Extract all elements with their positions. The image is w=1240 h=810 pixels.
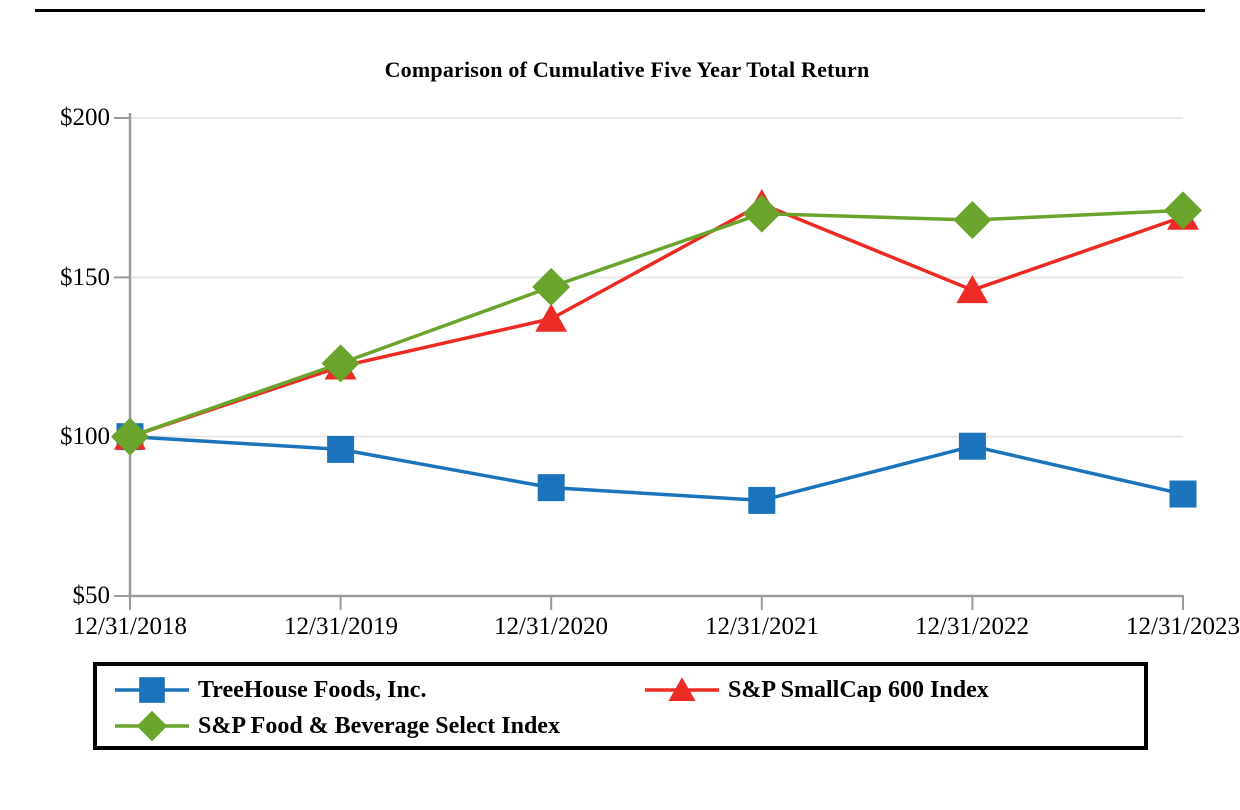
x-axis-tick-label: 12/31/2022 <box>915 613 1029 640</box>
y-axis-tick-label: $150 <box>60 264 110 291</box>
legend-box: TreeHouse Foods, Inc. S&P SmallCap 600 I… <box>93 662 1148 750</box>
legend-item-label: TreeHouse Foods, Inc. <box>198 676 427 703</box>
y-axis-tick-label: $200 <box>60 104 110 131</box>
legend-item-label: S&P Food & Beverage Select Index <box>198 712 560 739</box>
legend-item-label: S&P SmallCap 600 Index <box>728 676 989 703</box>
legend-marker-square-icon <box>115 677 189 703</box>
x-axis-tick-label: 12/31/2021 <box>705 613 819 640</box>
x-axis-tick-label: 12/31/2018 <box>73 613 187 640</box>
legend-marker-triangle-icon <box>645 677 719 702</box>
legend-item-sp-food-beverage: S&P Food & Beverage Select Index <box>111 708 641 744</box>
x-axis-tick-label: 12/31/2019 <box>284 613 398 640</box>
x-axis-tick-label: 12/31/2020 <box>494 613 608 640</box>
legend-item-treehouse-foods: TreeHouse Foods, Inc. <box>111 672 641 708</box>
x-axis-tick-label: 12/31/2023 <box>1126 613 1240 640</box>
legend-marker-diamond-icon <box>115 710 189 742</box>
chart-title: Comparison of Cumulative Five Year Total… <box>384 57 870 82</box>
legend-item-sp-smallcap-600: S&P SmallCap 600 Index <box>641 672 1144 708</box>
horizontal-rule <box>35 9 1205 12</box>
y-axis-tick-label: $50 <box>72 582 111 609</box>
y-axis-tick-label: $100 <box>60 423 110 450</box>
